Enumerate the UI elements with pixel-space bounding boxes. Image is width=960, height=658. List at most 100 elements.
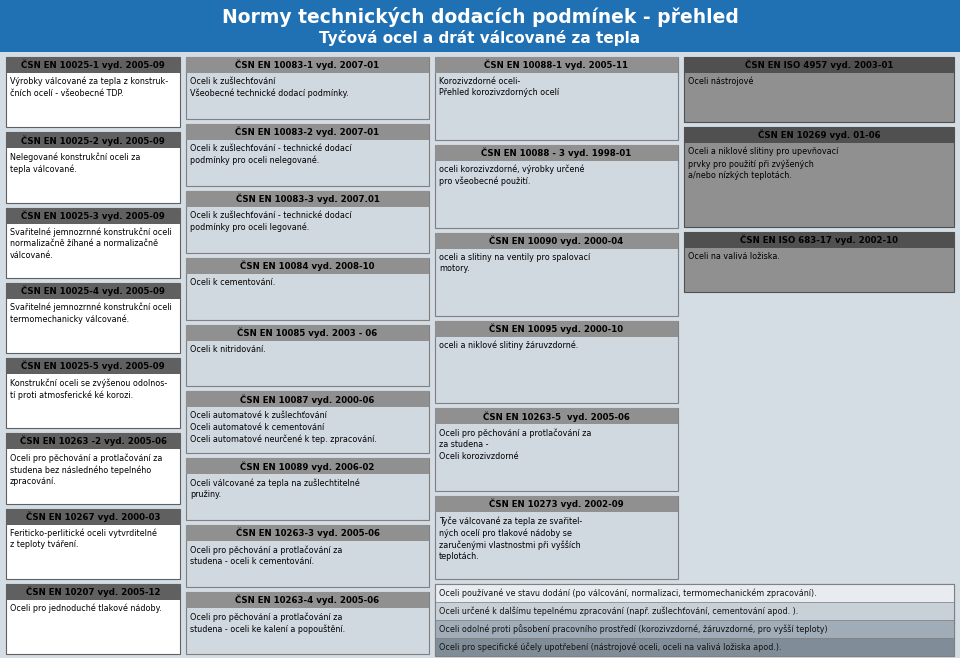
FancyBboxPatch shape [6,283,180,299]
FancyBboxPatch shape [435,409,678,424]
FancyBboxPatch shape [186,124,429,186]
FancyBboxPatch shape [435,320,678,336]
FancyBboxPatch shape [684,232,954,292]
Text: Výrobky válcované za tepla z konstruk-
čních ocelí - všeobecné TDP.: Výrobky válcované za tepla z konstruk- č… [10,77,168,98]
Text: Konstrukční oceli se zvýšenou odolnos-
tí proti atmosferické ké korozi.: Konstrukční oceli se zvýšenou odolnos- t… [10,378,167,399]
Text: Oceli k zušlechťování - technické dodací
podmínky pro oceli nelegované.: Oceli k zušlechťování - technické dodací… [190,144,351,165]
Text: ČSN EN 10025-1 vyd. 2005-09: ČSN EN 10025-1 vyd. 2005-09 [21,60,165,70]
FancyBboxPatch shape [186,124,429,140]
Text: ČSN EN 10084 vyd. 2008-10: ČSN EN 10084 vyd. 2008-10 [240,261,374,271]
FancyBboxPatch shape [435,602,954,620]
FancyBboxPatch shape [435,496,678,579]
Text: ČSN EN 10267 vyd. 2000-03: ČSN EN 10267 vyd. 2000-03 [26,511,160,522]
FancyBboxPatch shape [6,207,180,224]
Text: Korozivzdorné oceli-
Přehled korozivzdorných ocelí: Korozivzdorné oceli- Přehled korozivzdor… [439,77,559,97]
FancyBboxPatch shape [186,324,429,386]
Text: Normy technických dodacích podmínek - přehled: Normy technických dodacích podmínek - př… [222,7,738,27]
Text: Feriticko-perlitické oceli vytvrditelné
z teploty tváření.: Feriticko-perlitické oceli vytvrditelné … [10,528,156,549]
FancyBboxPatch shape [435,57,678,140]
FancyBboxPatch shape [186,57,429,73]
Text: Oceli automatové k zušlechťování
Oceli automatové k cementování
Oceli automatové: Oceli automatové k zušlechťování Oceli a… [190,411,377,444]
FancyBboxPatch shape [6,433,180,503]
Text: ČSN EN 10088-1 vyd. 2005-11: ČSN EN 10088-1 vyd. 2005-11 [485,60,629,70]
FancyBboxPatch shape [186,392,429,407]
FancyBboxPatch shape [186,459,429,520]
Text: ČSN EN ISO 683-17 vyd. 2002-10: ČSN EN ISO 683-17 vyd. 2002-10 [740,235,898,245]
Text: ČSN EN 10090 vyd. 2000-04: ČSN EN 10090 vyd. 2000-04 [490,236,624,246]
FancyBboxPatch shape [186,191,429,207]
FancyBboxPatch shape [684,57,954,122]
FancyBboxPatch shape [435,233,678,315]
FancyBboxPatch shape [684,127,954,143]
FancyBboxPatch shape [435,57,678,73]
FancyBboxPatch shape [6,358,180,374]
FancyBboxPatch shape [435,320,678,403]
Text: ČSN EN 10083-3 vyd. 2007.01: ČSN EN 10083-3 vyd. 2007.01 [235,193,379,204]
FancyBboxPatch shape [435,145,678,161]
Text: Oceli k zušlechťování
Všeobecné technické dodací podmínky.: Oceli k zušlechťování Všeobecné technick… [190,77,348,98]
FancyBboxPatch shape [435,620,954,638]
Text: ČSN EN 10263-5  vyd. 2005-06: ČSN EN 10263-5 vyd. 2005-06 [483,411,630,422]
Text: oceli a niklové slitiny žáruvzdorné.: oceli a niklové slitiny žáruvzdorné. [439,340,578,350]
FancyBboxPatch shape [6,57,180,73]
Text: Oceli nástrojové: Oceli nástrojové [688,77,754,86]
FancyBboxPatch shape [186,459,429,474]
Text: Oceli určené k dalšímu tepelnému zpracování (např. zušlechťování, cementování ap: Oceli určené k dalšímu tepelnému zpracov… [439,606,799,616]
FancyBboxPatch shape [186,592,429,654]
FancyBboxPatch shape [6,509,180,579]
Text: Tyčová ocel a drát válcované za tepla: Tyčová ocel a drát válcované za tepla [320,30,640,46]
FancyBboxPatch shape [186,592,429,608]
FancyBboxPatch shape [684,232,954,248]
FancyBboxPatch shape [684,57,954,73]
FancyBboxPatch shape [186,57,429,119]
FancyBboxPatch shape [6,132,180,148]
Text: Tyče válcované za tepla ze svařitel-
ných ocelí pro tlakové nádoby se
zaručenými: Tyče válcované za tepla ze svařitel- nýc… [439,516,583,561]
Text: Oceli a niklové slitiny pro upevňovací
prvky pro použití při zvýšených
a/nebo ní: Oceli a niklové slitiny pro upevňovací p… [688,147,838,180]
Text: oceli korozivzdorné, výrobky určené
pro všeobecné použití.: oceli korozivzdorné, výrobky určené pro … [439,165,585,186]
Text: Oceli pro pěchování a protlačování za
studena - oceli ke kalení a popouštění.: Oceli pro pěchování a protlačování za st… [190,612,346,634]
Text: Svařitelné jemnozrnné konstrukční oceli
normalizačně žíhané a normalizačně
válco: Svařitelné jemnozrnné konstrukční oceli … [10,228,172,260]
FancyBboxPatch shape [6,584,180,599]
Text: ČSN EN 10083-1 vyd. 2007-01: ČSN EN 10083-1 vyd. 2007-01 [235,60,379,70]
FancyBboxPatch shape [6,283,180,353]
Text: Nelegované konstrukční oceli za
tepla válcované.: Nelegované konstrukční oceli za tepla vá… [10,152,140,174]
Text: Oceli pro specifické účely upotřebení (nástrojové oceli, oceli na valivá ložiska: Oceli pro specifické účely upotřebení (n… [439,642,781,652]
FancyBboxPatch shape [186,392,429,453]
Text: Oceli k zušlechťování - technické dodací
podmínky pro oceli legované.: Oceli k zušlechťování - technické dodací… [190,211,351,232]
Text: ČSN EN 10263-4 vyd. 2005-06: ČSN EN 10263-4 vyd. 2005-06 [235,595,379,605]
Text: ČSN EN 10207 vyd. 2005-12: ČSN EN 10207 vyd. 2005-12 [26,586,160,597]
Text: ČSN EN 10263 -2 vyd. 2005-06: ČSN EN 10263 -2 vyd. 2005-06 [19,436,166,447]
Text: ČSN EN 10269 vyd. 01-06: ČSN EN 10269 vyd. 01-06 [757,130,880,140]
FancyBboxPatch shape [6,433,180,449]
FancyBboxPatch shape [6,57,180,127]
Text: ČSN EN 10085 vyd. 2003 - 06: ČSN EN 10085 vyd. 2003 - 06 [237,327,377,338]
Text: ČSN EN 10025-4 vyd. 2005-09: ČSN EN 10025-4 vyd. 2005-09 [21,286,165,296]
FancyBboxPatch shape [186,324,429,341]
FancyBboxPatch shape [435,584,954,602]
Text: Oceli válcované za tepla na zušlechtitelné
pružiny.: Oceli válcované za tepla na zušlechtitel… [190,478,360,499]
FancyBboxPatch shape [6,207,180,278]
Text: ČSN EN 10025-2 vyd. 2005-09: ČSN EN 10025-2 vyd. 2005-09 [21,135,165,145]
Text: Oceli pro pěchování a protlačování za
za studena -
Oceli korozivzdorné: Oceli pro pěchování a protlačování za za… [439,428,591,461]
FancyBboxPatch shape [0,0,960,52]
Text: Oceli k nitridování.: Oceli k nitridování. [190,345,266,353]
Text: oceli a slitiny na ventily pro spalovací
motory.: oceli a slitiny na ventily pro spalovací… [439,253,590,273]
FancyBboxPatch shape [186,258,429,274]
FancyBboxPatch shape [186,258,429,320]
Text: ČSN EN 10025-5 vyd. 2005-09: ČSN EN 10025-5 vyd. 2005-09 [21,361,165,371]
FancyBboxPatch shape [684,127,954,227]
Text: Oceli na valivá ložiska.: Oceli na valivá ložiska. [688,252,780,261]
FancyBboxPatch shape [6,358,180,428]
FancyBboxPatch shape [435,496,678,512]
Text: ČSN EN ISO 4957 vyd. 2003-01: ČSN EN ISO 4957 vyd. 2003-01 [745,60,893,70]
FancyBboxPatch shape [435,584,954,656]
FancyBboxPatch shape [6,132,180,203]
FancyBboxPatch shape [6,509,180,524]
FancyBboxPatch shape [6,584,180,654]
FancyBboxPatch shape [435,409,678,491]
Text: Oceli k cementování.: Oceli k cementování. [190,278,276,287]
Text: ČSN EN 10095 vyd. 2000-10: ČSN EN 10095 vyd. 2000-10 [490,323,624,334]
Text: Oceli pro jednoduché tlakové nádoby.: Oceli pro jednoduché tlakové nádoby. [10,604,161,613]
Text: ČSN EN 10088 - 3 vyd. 1998-01: ČSN EN 10088 - 3 vyd. 1998-01 [481,147,632,158]
Text: Oceli používané ve stavu dodání (po válcování, normalizaci, termomechanickém zpr: Oceli používané ve stavu dodání (po válc… [439,588,817,597]
